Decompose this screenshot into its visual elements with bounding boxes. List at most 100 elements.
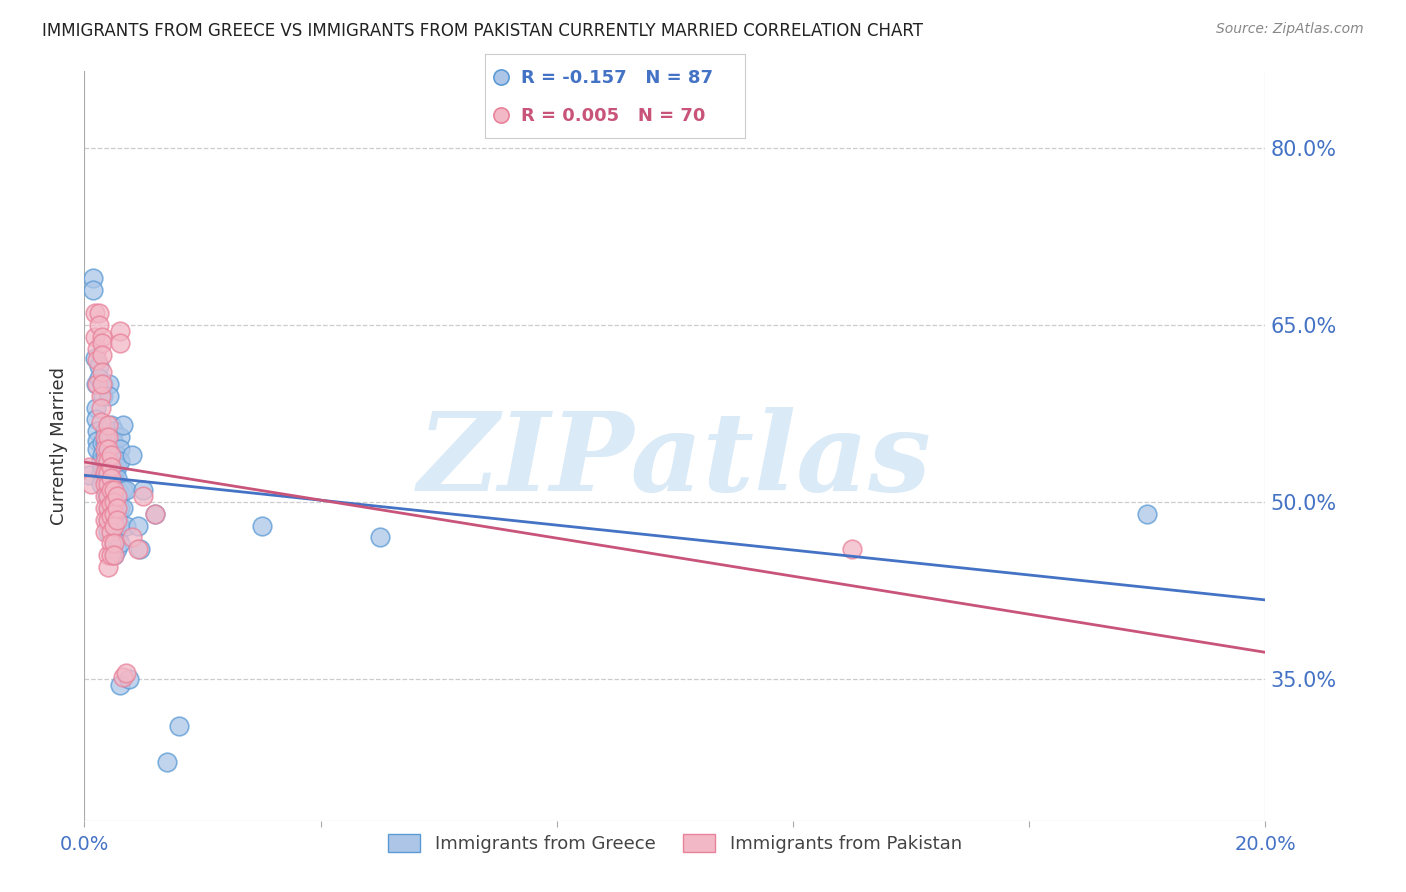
Point xyxy=(94,424,117,438)
Point xyxy=(97,513,120,527)
Point xyxy=(100,483,122,498)
Point xyxy=(101,466,124,480)
Point xyxy=(103,518,125,533)
Point xyxy=(103,507,125,521)
Point xyxy=(97,513,120,527)
Point xyxy=(489,107,512,121)
Point xyxy=(96,483,118,498)
Point xyxy=(105,448,128,462)
Point xyxy=(103,536,125,550)
Point xyxy=(101,500,124,515)
Point xyxy=(108,454,131,468)
Legend: Immigrants from Greece, Immigrants from Pakistan: Immigrants from Greece, Immigrants from … xyxy=(381,827,969,860)
Point xyxy=(96,489,118,503)
Point xyxy=(97,454,120,468)
Point xyxy=(97,560,120,574)
Text: IMMIGRANTS FROM GREECE VS IMMIGRANTS FROM PAKISTAN CURRENTLY MARRIED CORRELATION: IMMIGRANTS FROM GREECE VS IMMIGRANTS FRO… xyxy=(42,22,924,40)
Point xyxy=(82,270,104,285)
Point xyxy=(100,548,122,562)
Point xyxy=(103,548,125,562)
Point xyxy=(100,430,122,444)
Point xyxy=(97,489,120,503)
Point xyxy=(114,518,136,533)
Point xyxy=(97,500,120,515)
Point xyxy=(91,389,114,403)
Point xyxy=(97,454,120,468)
Point xyxy=(90,415,112,429)
Point xyxy=(489,70,512,85)
Point xyxy=(118,672,141,686)
Point xyxy=(94,513,117,527)
Point xyxy=(94,459,117,474)
Point xyxy=(90,401,112,415)
Point xyxy=(94,430,117,444)
Point xyxy=(103,548,125,562)
Point xyxy=(84,377,107,392)
Point xyxy=(91,365,114,379)
Point xyxy=(100,459,122,474)
Point xyxy=(98,377,121,392)
Point xyxy=(111,500,134,515)
Point xyxy=(143,507,166,521)
Text: 0.0%: 0.0% xyxy=(59,835,110,854)
Point xyxy=(103,424,125,438)
Point xyxy=(101,454,124,468)
Point xyxy=(132,483,155,498)
Point xyxy=(87,306,111,320)
Point xyxy=(103,483,125,498)
Point xyxy=(97,500,120,515)
Point xyxy=(105,489,128,503)
Point xyxy=(91,347,114,361)
Point xyxy=(94,442,117,456)
Point xyxy=(368,531,391,545)
Text: 20.0%: 20.0% xyxy=(1234,835,1296,854)
Point xyxy=(94,489,117,503)
Point xyxy=(97,418,120,433)
Point xyxy=(87,371,111,385)
Point xyxy=(108,442,131,456)
Point xyxy=(250,518,273,533)
Point xyxy=(94,436,117,450)
Point xyxy=(97,489,120,503)
Point xyxy=(105,531,128,545)
Point xyxy=(91,436,114,450)
Point xyxy=(84,401,107,415)
Point xyxy=(97,442,120,456)
Point xyxy=(105,500,128,515)
Point xyxy=(108,324,131,338)
Point xyxy=(108,536,131,550)
Point xyxy=(111,418,134,433)
Point xyxy=(111,483,134,498)
Text: ZIPatlas: ZIPatlas xyxy=(418,408,932,515)
Point xyxy=(98,389,121,403)
Point xyxy=(841,542,863,557)
Point xyxy=(127,542,149,557)
Point xyxy=(132,489,155,503)
Point xyxy=(100,442,122,456)
Point xyxy=(127,518,149,533)
Point xyxy=(97,477,120,491)
Point xyxy=(91,459,114,474)
Point xyxy=(103,507,125,521)
Point xyxy=(100,509,122,524)
Point xyxy=(94,454,117,468)
Point xyxy=(111,670,134,684)
Point xyxy=(100,471,122,485)
Y-axis label: Currently Married: Currently Married xyxy=(51,367,69,525)
Point xyxy=(108,500,131,515)
Point xyxy=(84,330,107,344)
Point xyxy=(90,389,112,403)
Point xyxy=(101,477,124,491)
Point xyxy=(100,448,122,462)
Point xyxy=(103,483,125,498)
Point xyxy=(86,424,108,438)
Point xyxy=(121,448,143,462)
Point xyxy=(100,497,122,511)
Point xyxy=(103,471,125,485)
Point xyxy=(108,485,131,500)
Point xyxy=(105,513,128,527)
Point xyxy=(103,518,125,533)
Point xyxy=(94,477,117,491)
Point xyxy=(156,755,179,769)
Point xyxy=(91,335,114,350)
